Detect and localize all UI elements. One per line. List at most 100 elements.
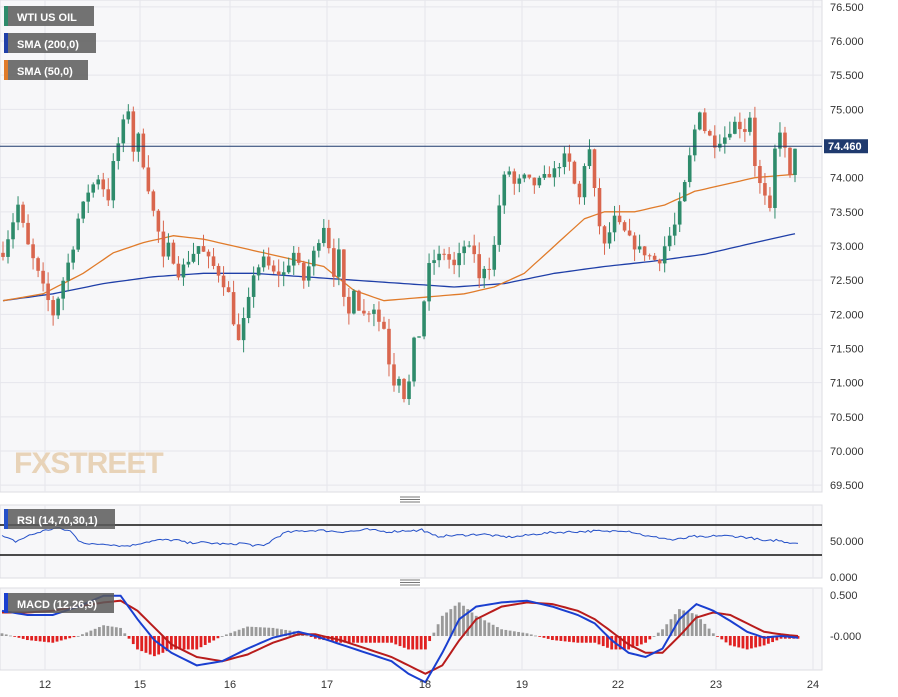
candle-body	[677, 201, 682, 225]
candle-body	[86, 192, 91, 202]
macd-line	[1, 594, 799, 684]
macd-hist-bar	[165, 636, 169, 652]
macd-hist-bar	[114, 627, 118, 636]
candle-body	[226, 287, 231, 293]
macd-hist-bar	[280, 629, 283, 636]
macd-hist-bar	[517, 631, 520, 636]
price-tick-label: 74.000	[830, 173, 864, 185]
macd-hist-bar	[623, 636, 626, 650]
legend-sma200[interactable]: SMA (200,0)	[4, 33, 96, 53]
macd-hist-bar	[47, 636, 50, 643]
price-tick-label: 71.000	[830, 378, 864, 390]
candle-body	[512, 171, 517, 184]
candle-body	[251, 275, 256, 297]
macd-hist-bar	[174, 636, 177, 650]
macd-hist-bar	[127, 636, 131, 639]
macd-hist-bar	[491, 624, 495, 636]
macd-hist-bar	[407, 636, 410, 650]
candle-body	[196, 246, 201, 254]
candle-body	[612, 215, 617, 233]
candle-body	[562, 153, 567, 168]
price-tick-label: 73.000	[830, 241, 864, 253]
candle-body	[657, 259, 662, 264]
price-tick-label: 76.000	[830, 36, 864, 48]
time-tick-label: 24	[807, 679, 819, 691]
macd-hist-bar	[237, 629, 241, 636]
macd-hist-bar	[51, 636, 55, 643]
macd-hist-bar	[584, 636, 588, 643]
macd-hist-bar	[169, 636, 173, 650]
macd-hist-bar	[428, 636, 432, 642]
macd-hist-bar	[483, 620, 487, 636]
macd-hist-bar	[157, 636, 161, 655]
macd-hist-bar	[750, 636, 753, 649]
legend-instrument-label: WTI US OIL	[17, 12, 77, 24]
candle-body	[111, 161, 116, 201]
legend-sma50[interactable]: SMA (50,0)	[4, 60, 88, 80]
macd-hist-bar	[690, 613, 694, 636]
candle-body	[567, 153, 572, 162]
macd-hist-bar	[703, 623, 707, 636]
macd-hist-bar	[754, 636, 758, 648]
macd-hist-bar	[415, 636, 419, 650]
macd-hist-bar	[225, 634, 228, 636]
candle-body	[61, 280, 65, 299]
macd-hist-bar	[720, 636, 724, 640]
candle-body	[216, 265, 221, 276]
macd-hist-bar	[250, 626, 254, 636]
macd-hist-bar	[601, 636, 605, 647]
time-tick-label: 16	[224, 679, 236, 691]
candle-body	[306, 266, 311, 281]
candle-body	[236, 324, 241, 341]
candle-body	[572, 161, 577, 184]
macd-hist-bar	[216, 636, 220, 639]
macd-hist-bar	[631, 636, 635, 648]
candle-body	[91, 184, 96, 193]
macd-hist-bar	[618, 636, 622, 650]
macd-hist-bar	[589, 636, 592, 643]
macd-hist-bar	[191, 636, 194, 650]
candle-body	[31, 244, 35, 259]
time-tick-label: 22	[612, 679, 624, 691]
candle-body	[682, 182, 687, 202]
legend-rsi[interactable]: RSI (14,70,30,1)	[4, 509, 115, 529]
candle-body	[362, 310, 366, 314]
candle-body	[367, 313, 371, 315]
macd-hist-bar	[377, 636, 381, 643]
candle-body	[407, 381, 411, 400]
macd-hist-bar	[779, 636, 783, 639]
candle-body	[392, 364, 396, 386]
macd-hist-bar	[398, 636, 402, 647]
macd-hist-bar	[771, 636, 774, 643]
legend-instrument[interactable]: WTI US OIL	[4, 6, 94, 26]
candle-body	[66, 262, 70, 281]
rsi-resize-handle[interactable]	[400, 496, 420, 503]
macd-hist-bar	[610, 636, 614, 650]
candle-body	[51, 300, 55, 316]
candle-body	[728, 133, 732, 138]
macd-hist-bar	[275, 628, 279, 636]
candle-body	[788, 147, 792, 175]
candle-body	[156, 210, 161, 232]
macd-hist-bar	[42, 636, 46, 642]
macd-hist-bar	[525, 633, 529, 636]
price-tick-label: 73.500	[830, 207, 864, 219]
candle-body	[592, 149, 597, 189]
candle-body	[602, 226, 607, 244]
macd-hist-bar	[635, 636, 639, 647]
macd-hist-bar	[436, 624, 440, 636]
candle-body	[211, 256, 216, 266]
candle-body	[462, 246, 466, 254]
macd-hist-bar	[440, 615, 444, 636]
candle-body	[402, 378, 406, 400]
legend-macd[interactable]: MACD (12,26,9)	[4, 593, 114, 613]
macd-hist-bar	[669, 619, 673, 636]
candle-body	[432, 260, 436, 264]
macd-resize-handle[interactable]	[400, 579, 420, 586]
candle-body	[372, 309, 376, 314]
macd-hist-bar	[453, 605, 457, 636]
macd-hist-bar	[733, 636, 736, 647]
macd-hist-bar	[208, 636, 211, 643]
candle-body	[582, 166, 587, 198]
